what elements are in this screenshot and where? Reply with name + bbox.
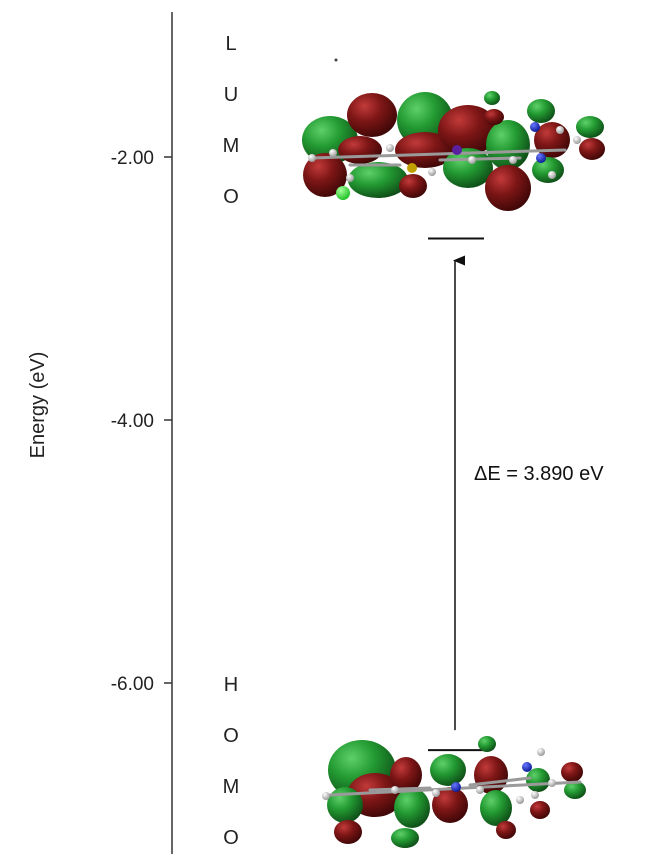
tick-label: -2.00 (111, 148, 154, 169)
lumo-orbital-image (302, 58, 605, 211)
level-letter: H (224, 674, 238, 696)
energy-gap-label: ΔE = 3.890 eV (474, 463, 604, 485)
level-letter: M (223, 776, 240, 798)
level-letter: M (223, 135, 240, 157)
tick-label: -4.00 (111, 411, 154, 432)
level-letter: L (225, 33, 236, 55)
level-letter: O (223, 725, 239, 747)
axis-title: Energy (eV) (27, 352, 49, 459)
level-letter: U (224, 84, 238, 106)
lumo-label: L U M O (223, 33, 240, 208)
tick-group: -2.00 -4.00 -6.00 (111, 148, 172, 695)
homo-label: H O M O (223, 674, 240, 849)
energy-axis: -2.00 -4.00 -6.00 Energy (eV) (27, 12, 173, 854)
tick-label: -6.00 (111, 674, 154, 695)
level-letter: O (223, 827, 239, 849)
homo-orbital-image (322, 736, 586, 848)
level-letter: O (223, 186, 239, 208)
